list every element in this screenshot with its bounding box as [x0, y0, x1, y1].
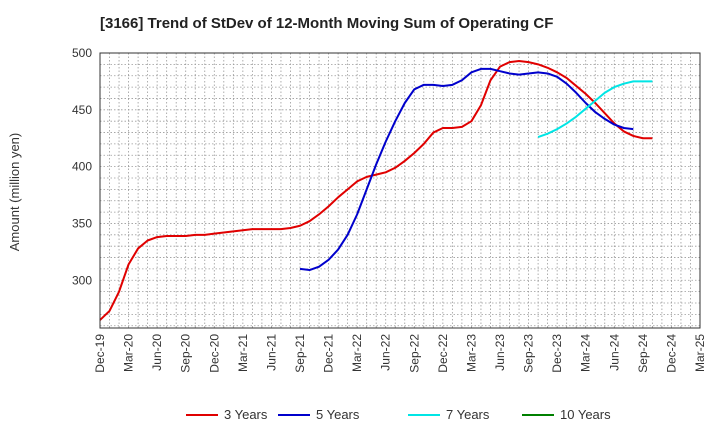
x-tick-label: Sep-20 [179, 334, 193, 373]
x-tick-label: Mar-23 [464, 334, 478, 372]
plot-border [99, 52, 701, 329]
x-tick-label: Dec-20 [207, 334, 221, 373]
legend-label: 7 Years [446, 407, 490, 422]
series-line-2 [299, 67, 634, 272]
y-tick-label: 350 [72, 216, 92, 230]
x-tick-label: Dec-19 [93, 334, 107, 373]
legend-label: 5 Years [316, 407, 360, 422]
x-tick-label: Mar-25 [693, 334, 707, 372]
legend-item-2: 5 Years [278, 407, 360, 422]
x-tick-label: Jun-22 [379, 334, 393, 371]
y-tick-label: 500 [72, 46, 92, 60]
x-tick-label: Mar-20 [122, 334, 136, 372]
x-tick-label: Sep-24 [636, 334, 650, 373]
x-tick-label: Dec-21 [322, 334, 336, 373]
x-tick-label: Jun-21 [264, 334, 278, 371]
y-tick-label: 450 [72, 103, 92, 117]
grid [100, 53, 700, 328]
x-tick-label: Mar-22 [350, 334, 364, 372]
y-tick-label: 400 [72, 160, 92, 174]
x-tick-label: Jun-23 [493, 334, 507, 371]
legend-item-3: 7 Years [408, 407, 490, 422]
x-tick-label: Sep-21 [293, 334, 307, 373]
x-tick-label: Mar-24 [579, 334, 593, 372]
x-tick-label: Dec-23 [550, 334, 564, 373]
legend-item-1: 3 Years [186, 407, 268, 422]
x-tick-label: Sep-22 [407, 334, 421, 373]
x-tick-label: Jun-24 [607, 334, 621, 371]
plot-area [100, 53, 700, 328]
legend-item-4: 10 Years [522, 407, 611, 422]
y-axis-label: Amount (million yen) [7, 133, 22, 252]
series-lines [99, 59, 653, 321]
axes: 300 350 400 450 500 Dec-19 Mar-20 Jun-20 Sep-20 D… [72, 46, 707, 373]
x-tick-label: Mar-21 [236, 334, 250, 372]
series-line-1 [99, 59, 653, 321]
series-line-3 [537, 80, 653, 139]
legend: 3 Years 5 Years 7 Years 10 Years [186, 407, 611, 422]
x-tick-label: Jun-20 [150, 334, 164, 371]
legend-label: 3 Years [224, 407, 268, 422]
x-tick-label: Sep-23 [522, 334, 536, 373]
x-tick-label: Dec-24 [664, 334, 678, 373]
legend-label: 10 Years [560, 407, 611, 422]
x-tick-label: Dec-22 [436, 334, 450, 373]
y-tick-label: 300 [72, 273, 92, 287]
chart-title: [3166] Trend of StDev of 12-Month Moving… [100, 15, 553, 32]
